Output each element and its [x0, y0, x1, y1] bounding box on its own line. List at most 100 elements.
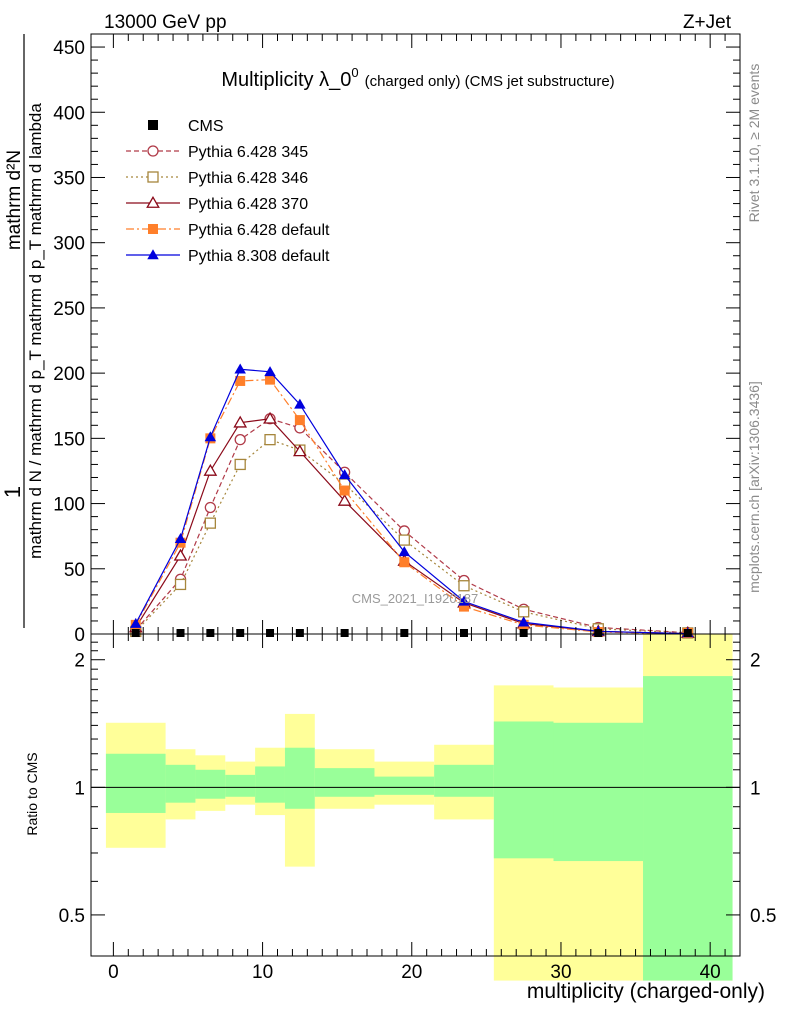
y-tick-label: 300	[53, 234, 85, 255]
data-point	[266, 629, 275, 637]
stat-uncertainty-band	[284, 747, 315, 809]
y-axis-label-denominator: mathrm d N / mathrm d p_T mathrm d p_T m…	[26, 103, 45, 559]
y-tick-label: 0	[74, 625, 85, 646]
ratio-tick-label: 0.5	[59, 906, 85, 927]
data-point	[233, 415, 248, 428]
y-axis-label-numerator: mathrm d²N	[4, 150, 25, 250]
stat-uncertainty-band	[195, 769, 226, 799]
y-tick-label: 400	[53, 103, 85, 124]
series-line	[135, 418, 688, 635]
data-point	[594, 629, 603, 637]
ratio-tick-label: 1	[750, 778, 761, 799]
legend-label: Pythia 6.428 default	[188, 222, 330, 239]
data-point	[234, 363, 246, 374]
data-point	[338, 469, 351, 480]
legend-label: Pythia 6.428 370	[188, 196, 308, 213]
data-point	[131, 629, 140, 637]
data-point	[130, 617, 142, 628]
data-point	[459, 629, 468, 637]
stat-uncertainty-band	[493, 721, 554, 859]
series-5	[130, 363, 694, 638]
ratio-axis-label: Ratio to CMS	[24, 752, 40, 835]
data-point	[148, 224, 158, 234]
series-line	[135, 368, 688, 635]
data-point	[236, 629, 245, 637]
data-point	[517, 616, 530, 627]
stat-uncertainty-band	[374, 776, 435, 795]
ratio-uncertainty-bands	[105, 634, 733, 981]
ratio-tick-label: 2	[74, 651, 85, 672]
stat-uncertainty-band	[165, 764, 196, 803]
plot-title: Multiplicity λ_00 (charged only) (CMS jet…	[221, 65, 614, 91]
data-point	[176, 629, 185, 637]
x-tick-label: 10	[252, 962, 273, 983]
rivet-version-note: Rivet 3.1.10, ≥ 2M events	[746, 64, 762, 223]
analysis-watermark: CMS_2021_I1920187	[352, 591, 479, 606]
stat-uncertainty-band	[553, 722, 644, 862]
legend-label: Pythia 6.428 345	[188, 144, 308, 161]
x-tick-label: 0	[108, 962, 119, 983]
data-point	[400, 629, 409, 637]
data-point	[458, 595, 470, 606]
data-point	[204, 431, 217, 442]
mcplots-note: mcplots.cern.ch [arXiv:1306.3436]	[746, 381, 762, 593]
ratio-tick-label: 1	[74, 778, 85, 799]
data-point	[293, 444, 307, 457]
y-tick-label: 450	[53, 38, 85, 59]
data-point	[204, 517, 217, 529]
data-point	[519, 629, 528, 637]
title-main: Multiplicity λ_0	[221, 69, 351, 91]
legend-item: Pythia 6.428 345	[126, 144, 308, 161]
series-2	[130, 434, 694, 639]
legend-item: Pythia 6.428 370	[126, 195, 308, 213]
data-point	[295, 629, 304, 637]
y-tick-label: 100	[53, 495, 85, 516]
data-point	[234, 434, 246, 446]
data-point	[398, 546, 411, 557]
stat-uncertainty-band	[105, 753, 166, 813]
data-point	[204, 501, 217, 514]
data-point	[147, 145, 159, 157]
title-superscript: 0	[351, 65, 358, 80]
x-tick-label: 30	[550, 962, 571, 983]
data-point	[294, 415, 305, 426]
ratio-tick-label: 2	[750, 651, 761, 672]
data-point	[263, 411, 277, 424]
legend-item: CMS	[148, 118, 224, 135]
x-tick-label: 40	[700, 962, 721, 983]
legend-label: Pythia 6.428 346	[188, 170, 308, 187]
series-line	[135, 379, 688, 635]
data-point	[339, 485, 350, 496]
stat-uncertainty-band	[255, 766, 285, 803]
data-point	[146, 195, 160, 208]
y-tick-label: 250	[53, 299, 85, 320]
y-tick-label: 150	[53, 429, 85, 450]
data-point	[518, 606, 530, 618]
data-point	[147, 249, 159, 260]
data-point	[173, 548, 188, 561]
legend-item: Pythia 6.428 default	[126, 222, 330, 239]
data-point	[458, 580, 470, 592]
data-point	[398, 534, 410, 546]
stat-uncertainty-band	[225, 774, 256, 797]
series-line	[135, 438, 688, 634]
data-point	[294, 398, 306, 409]
data-point	[337, 493, 352, 506]
data-point	[458, 601, 469, 612]
x-axis-label: multiplicity (charged-only)	[527, 980, 765, 1003]
data-point	[340, 629, 349, 637]
data-point	[234, 458, 246, 471]
data-point	[203, 463, 218, 476]
data-point	[148, 120, 158, 130]
beam-label: 13000 GeV pp	[104, 12, 227, 33]
data-point	[683, 629, 692, 637]
y-tick-label: 200	[53, 364, 85, 385]
data-point	[235, 375, 246, 386]
y-tick-label: 350	[53, 168, 85, 189]
x-tick-label: 20	[401, 962, 422, 983]
legend: CMS Pythia 6.428 345 Pythia 6.428 346 Pythi…	[126, 118, 330, 265]
series-0	[131, 629, 692, 637]
stat-uncertainty-band	[434, 764, 494, 797]
